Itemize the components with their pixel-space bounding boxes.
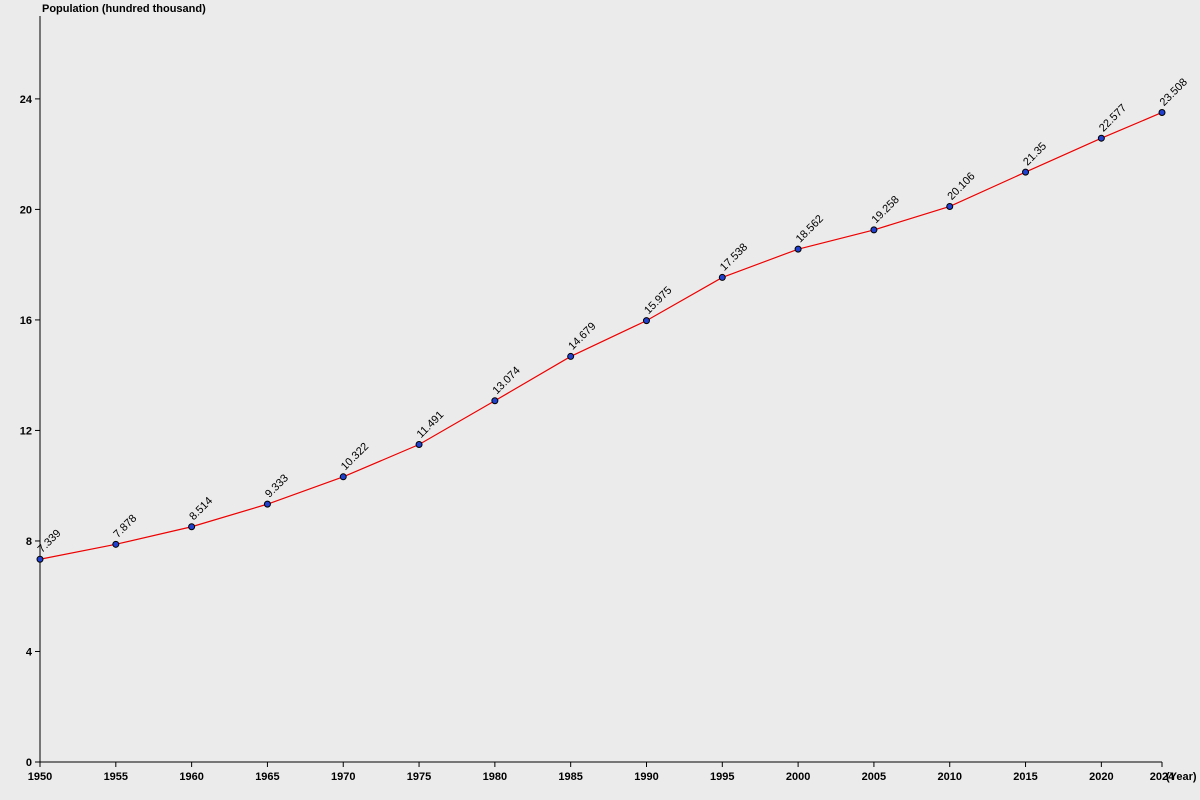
data-marker [1159, 109, 1165, 115]
x-tick-label: 2020 [1089, 771, 1113, 783]
data-marker [795, 246, 801, 252]
y-axis-title: Population (hundred thousand) [42, 3, 206, 15]
data-marker [1023, 169, 1029, 175]
y-tick-label: 16 [20, 315, 32, 327]
data-marker [264, 501, 270, 507]
x-axis-title: (Year) [1166, 771, 1197, 783]
x-tick-label: 2015 [1013, 771, 1037, 783]
x-tick-label: 1970 [331, 771, 355, 783]
data-marker [340, 474, 346, 480]
data-marker [568, 353, 574, 359]
data-marker [871, 227, 877, 233]
data-marker [1098, 135, 1104, 141]
y-tick-label: 12 [20, 425, 32, 437]
y-tick-label: 4 [26, 646, 33, 658]
x-tick-label: 1965 [255, 771, 279, 783]
y-tick-label: 8 [26, 536, 32, 548]
data-marker [416, 442, 422, 448]
x-tick-label: 1975 [407, 771, 431, 783]
x-tick-label: 1955 [104, 771, 128, 783]
y-tick-label: 20 [20, 204, 32, 216]
x-tick-label: 1950 [28, 771, 52, 783]
data-marker [492, 398, 498, 404]
x-tick-label: 1985 [558, 771, 582, 783]
x-tick-label: 2000 [786, 771, 810, 783]
x-tick-label: 1990 [634, 771, 658, 783]
x-tick-label: 1980 [483, 771, 507, 783]
x-tick-label: 1995 [710, 771, 734, 783]
y-tick-label: 0 [26, 757, 32, 769]
x-tick-label: 1960 [179, 771, 203, 783]
x-tick-label: 2010 [937, 771, 961, 783]
data-marker [719, 274, 725, 280]
data-marker [643, 318, 649, 324]
population-line-chart: 0 4 8 12 16 20 24 1950 1955 1960 1965 1970 1975 1980 1… [0, 0, 1200, 800]
data-marker [189, 524, 195, 530]
chart-background [0, 0, 1200, 800]
data-marker [37, 556, 43, 562]
data-marker [113, 541, 119, 547]
x-tick-label: 2005 [862, 771, 886, 783]
y-tick-label: 24 [20, 94, 33, 106]
data-marker [947, 203, 953, 209]
